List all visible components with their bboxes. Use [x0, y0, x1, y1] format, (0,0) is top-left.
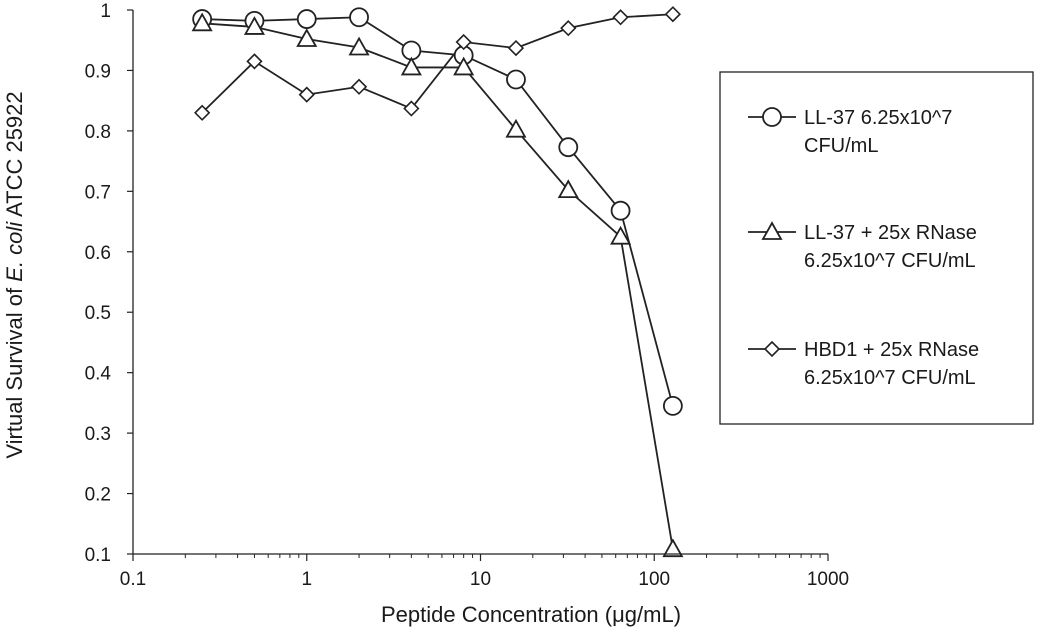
triangle-marker — [191, 12, 213, 32]
triangle-marker — [453, 56, 475, 76]
series-markers-3 — [194, 6, 682, 121]
y-axis: 0.1 0.2 0.3 0.4 0.5 0.6 0.7 0.8 0.9 1 — [85, 1, 134, 566]
circle-marker — [296, 9, 317, 29]
diamond-marker — [403, 100, 420, 117]
triangle-marker — [296, 28, 318, 47]
plot-area — [191, 6, 684, 558]
y-tick-label: 0.2 — [85, 485, 111, 506]
x-tick-label: 1000 — [807, 569, 849, 590]
series-line-ll37 — [202, 16, 674, 407]
legend-entry-2: LL-37 + 25x RNase 6.25x10^7 CFU/mL — [748, 221, 977, 272]
x-tick-label: 0.1 — [120, 569, 146, 590]
diamond-marker — [455, 33, 472, 51]
y-tick-label: 0.1 — [85, 545, 111, 566]
y-tick-label: 0.8 — [85, 122, 111, 143]
series-markers-2 — [191, 12, 684, 558]
triangle-marker — [505, 118, 527, 138]
triangle-marker — [243, 16, 265, 35]
circle-marker — [762, 107, 782, 127]
legend-label: LL-37 + 25x RNase — [804, 222, 977, 244]
diamond-marker — [298, 86, 315, 103]
legend-entry-1: LL-37 6.25x10^7 CFU/mL — [748, 107, 952, 157]
y-tick-label: 0.3 — [85, 424, 111, 445]
legend-label: CFU/mL — [804, 135, 878, 157]
diamond-marker — [664, 6, 682, 23]
diamond-marker — [507, 39, 525, 57]
x-axis-title: Peptide Concentration (μg/mL) — [381, 602, 681, 627]
series-line-ll37-rnase — [202, 22, 674, 550]
diamond-marker — [246, 53, 263, 70]
legend-label: 6.25x10^7 CFU/mL — [804, 367, 976, 389]
legend-label: HBD1 + 25x RNase — [804, 339, 979, 361]
y-axis-title-part-3: ATCC 25922 — [2, 91, 27, 221]
triangle-marker — [348, 36, 370, 56]
triangle-marker — [557, 179, 579, 199]
diamond-marker — [560, 20, 577, 37]
y-tick-label: 0.6 — [85, 243, 111, 264]
y-tick-label: 0.4 — [85, 364, 112, 385]
y-tick-label: 1 — [100, 1, 111, 22]
diamond-marker — [194, 104, 211, 121]
diamond-marker — [612, 9, 629, 26]
triangle-marker — [610, 225, 632, 245]
x-tick-label: 10 — [470, 569, 491, 590]
y-tick-label: 0.5 — [85, 303, 111, 324]
legend-label: 6.25x10^7 CFU/mL — [804, 250, 976, 272]
triangle-marker — [400, 56, 422, 76]
circle-marker — [558, 137, 579, 158]
legend: LL-37 6.25x10^7 CFU/mL LL-37 + 25x RNase 6.… — [719, 71, 1034, 425]
triangle-marker — [761, 221, 783, 240]
legend-label: LL-37 6.25x10^7 — [804, 107, 952, 129]
legend-box — [719, 71, 1034, 425]
x-tick-label: 1 — [301, 569, 312, 590]
y-tick-label: 0.7 — [85, 182, 111, 203]
circle-marker — [349, 7, 369, 28]
circle-marker — [610, 200, 631, 221]
diamond-marker — [350, 78, 368, 95]
diamond-marker — [763, 340, 781, 358]
series-line-hbd1-rnase — [201, 13, 673, 114]
triangle-marker — [662, 538, 684, 558]
y-axis-title: Virtual Survival of E. coli ATCC 25922 — [2, 91, 27, 458]
x-tick-label: 100 — [638, 569, 670, 590]
x-axis: 0.1 1 10 100 1000 — [120, 553, 849, 590]
legend-entry-3: HBD1 + 25x RNase 6.25x10^7 CFU/mL — [748, 339, 979, 389]
y-tick-label: 0.9 — [85, 61, 111, 82]
y-axis-title-part-1: Virtual Survival of — [2, 282, 27, 459]
y-axis-title-part-2: E. coli — [2, 221, 27, 282]
circle-marker — [506, 69, 526, 90]
circle-marker — [662, 396, 683, 416]
